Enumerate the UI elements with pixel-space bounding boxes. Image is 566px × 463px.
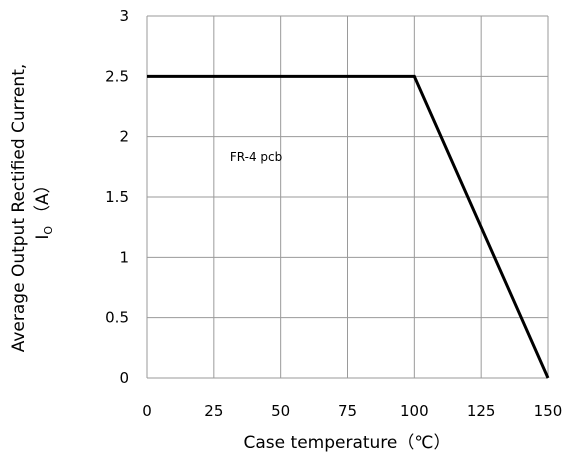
x-tick-label-5: 125 [467,402,496,420]
x-tick-label-0: 0 [142,402,152,420]
y-tick-label-5: 2.5 [105,67,129,85]
grid-lines [146,15,549,379]
y-tick-label-3: 1.5 [105,188,129,206]
y-axis-title-line2: IO （A） [33,176,55,239]
y-axis-title-subscript: O [42,226,55,235]
y-tick-label-1: 0.5 [105,309,129,327]
x-tick-label-4: 100 [400,402,429,420]
y-axis-title-unit: （A） [33,176,53,222]
x-axis-title: Case temperature（℃） [244,433,451,453]
x-tick-label-1: 25 [204,402,223,420]
annotation-label: FR-4 pcb [230,150,282,164]
y-tick-label-6: 3 [119,7,129,25]
series-layer [147,74,550,379]
y-axis-title-symbol: I [33,235,53,240]
x-tick-label-2: 50 [271,402,290,420]
y-tick-label-2: 1 [119,248,129,266]
x-tick-label-3: 75 [338,402,357,420]
x-tick-label-6: 150 [534,402,563,420]
y-axis-title: Average Output Rectified Current, IO （A） [9,64,55,353]
y-axis-title-line1: Average Output Rectified Current, [9,64,29,353]
y-tick-label-4: 2 [119,128,129,146]
x-tick-labels: 0 25 50 75 100 125 150 [142,402,562,420]
y-tick-label-0: 0 [119,369,129,387]
y-tick-labels: 0 0.5 1 1.5 2 2.5 3 [105,7,129,387]
series-line-0 [147,74,550,379]
